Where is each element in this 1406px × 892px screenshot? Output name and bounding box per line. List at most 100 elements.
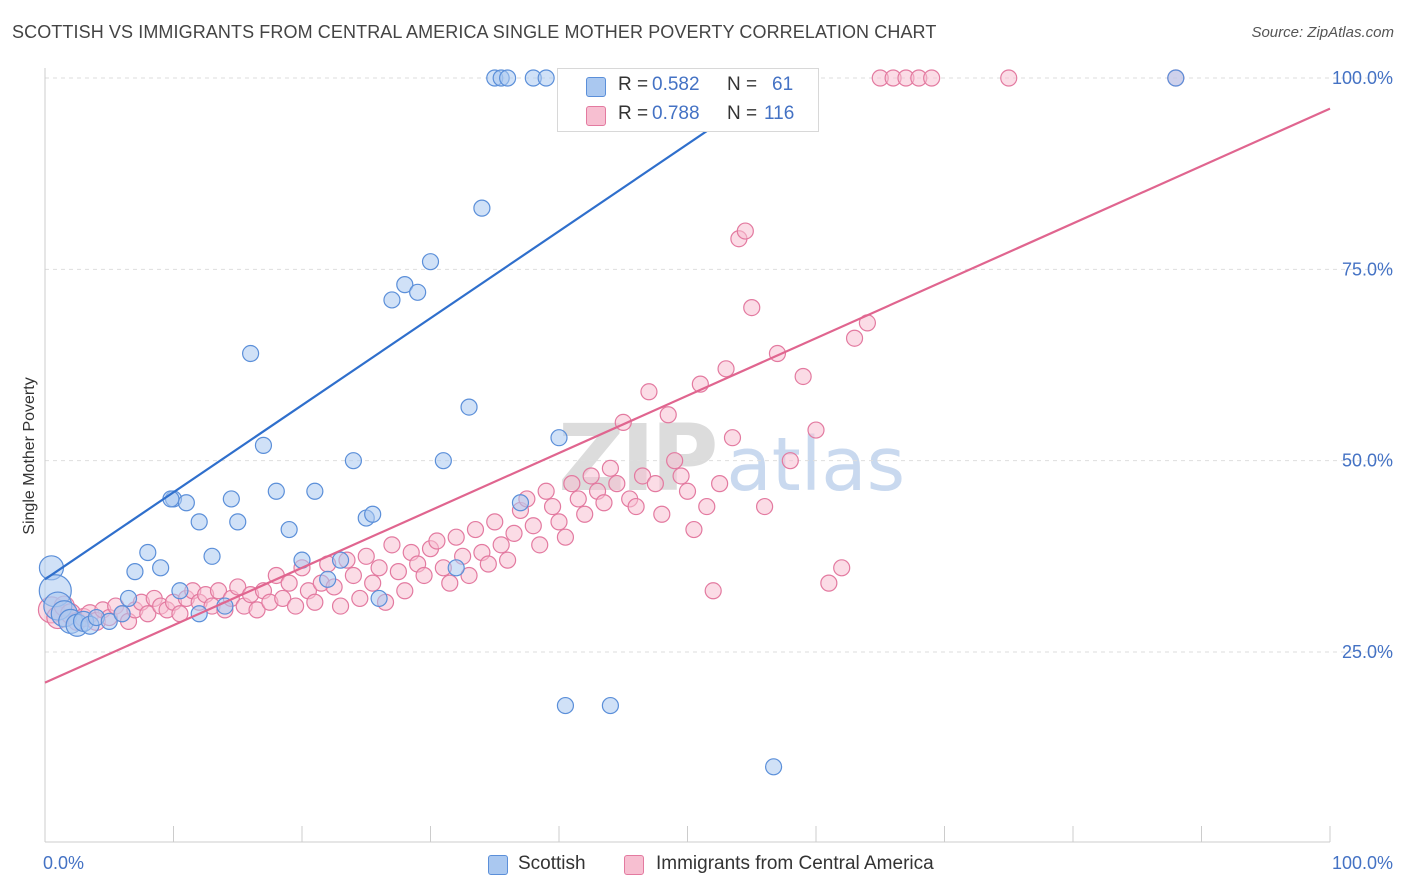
- point-immigrants: [595, 494, 613, 512]
- point-scottish: [364, 505, 382, 523]
- point-immigrants: [460, 566, 478, 585]
- point-immigrants: [833, 559, 851, 577]
- point-scottish: [409, 283, 427, 301]
- point-immigrants: [248, 601, 266, 619]
- point-scottish: [254, 436, 273, 454]
- point-scottish: [396, 276, 414, 294]
- series-scottish-points: [38, 69, 1185, 776]
- y-tick-label: 100.0%: [1332, 68, 1393, 88]
- point-scottish: [319, 570, 337, 588]
- point-scottish: [556, 696, 575, 715]
- point-immigrants: [486, 513, 504, 531]
- point-immigrants: [653, 505, 671, 523]
- point-immigrants: [396, 582, 414, 600]
- point-scottish: [499, 69, 517, 87]
- bottom-legend-label-immigrants: Immigrants from Central America: [656, 853, 934, 874]
- point-scottish: [119, 589, 138, 608]
- trend-line-immigrants: [44, 107, 1331, 684]
- point-immigrants: [351, 589, 369, 608]
- point-immigrants: [537, 482, 555, 500]
- point-immigrants: [274, 589, 292, 608]
- point-immigrants: [531, 536, 549, 554]
- point-immigrants: [550, 513, 568, 531]
- point-immigrants: [229, 578, 247, 596]
- point-immigrants: [601, 459, 620, 477]
- point-immigrants: [678, 482, 697, 500]
- point-immigrants: [389, 563, 407, 581]
- point-immigrants: [755, 497, 774, 516]
- source-label: Source: ZipAtlas.com: [1251, 24, 1394, 41]
- point-scottish: [370, 589, 388, 608]
- point-immigrants: [524, 517, 542, 535]
- point-scottish: [434, 452, 452, 470]
- point-immigrants: [704, 582, 722, 600]
- point-immigrants: [723, 429, 742, 447]
- y-tick-label: 25.0%: [1342, 642, 1393, 662]
- point-immigrants: [466, 520, 485, 539]
- legend-r-value: 0.582: [652, 74, 700, 95]
- point-immigrants: [923, 69, 941, 87]
- point-scottish: [152, 559, 170, 577]
- point-immigrants: [698, 497, 716, 516]
- point-scottish: [537, 69, 555, 87]
- trend-line-scottish: [44, 77, 786, 581]
- point-immigrants: [505, 524, 523, 542]
- point-immigrants: [286, 597, 305, 615]
- point-immigrants: [370, 559, 388, 577]
- point-immigrants: [608, 475, 626, 493]
- legend-r-label: R =: [618, 74, 649, 95]
- point-immigrants: [569, 490, 587, 508]
- point-immigrants: [582, 467, 600, 485]
- point-immigrants: [717, 360, 735, 378]
- point-scottish: [171, 582, 189, 600]
- point-immigrants: [428, 532, 446, 550]
- legend-n-label: N =: [727, 103, 758, 124]
- point-immigrants: [357, 547, 375, 565]
- point-immigrants: [209, 582, 228, 600]
- point-scottish: [344, 452, 362, 470]
- series-immigrants-points: [37, 69, 1185, 631]
- point-immigrants: [627, 497, 645, 516]
- point-immigrants: [685, 520, 703, 539]
- point-immigrants: [383, 536, 401, 554]
- point-immigrants: [447, 528, 465, 546]
- legend-swatch-immigrants: [586, 106, 606, 126]
- bottom-legend-label-scottish: Scottish: [518, 853, 586, 874]
- point-scottish: [306, 482, 324, 500]
- point-immigrants: [441, 574, 459, 592]
- point-scottish: [473, 199, 491, 217]
- point-scottish: [280, 520, 298, 539]
- point-immigrants: [492, 536, 510, 554]
- point-immigrants: [331, 597, 350, 615]
- point-scottish: [203, 547, 221, 565]
- x-tick-label: 100.0%: [1332, 853, 1393, 873]
- point-scottish: [460, 398, 478, 416]
- point-immigrants: [646, 475, 664, 493]
- legend-n-value: 61: [772, 74, 794, 95]
- point-immigrants: [659, 406, 677, 424]
- bottom-legend-swatch-scottish: [488, 855, 508, 875]
- y-axis-label: Single Mother Poverty: [21, 377, 38, 534]
- point-immigrants: [640, 383, 658, 401]
- bottom-legend-swatch-immigrants: [624, 855, 644, 875]
- legend-row-immigrants: R = 0.788 N = 116: [558, 100, 818, 130]
- point-immigrants: [280, 574, 298, 592]
- point-immigrants: [306, 593, 324, 611]
- point-immigrants: [736, 222, 754, 240]
- point-scottish: [100, 612, 118, 630]
- point-scottish: [267, 482, 285, 500]
- point-scottish: [229, 513, 247, 531]
- point-scottish: [550, 429, 568, 447]
- point-scottish: [242, 344, 260, 363]
- axes: [44, 68, 1331, 843]
- y-tick-label: 75.0%: [1342, 259, 1393, 279]
- point-immigrants: [781, 452, 799, 470]
- point-immigrants: [364, 574, 382, 592]
- point-immigrants: [499, 551, 517, 569]
- legend-n-label: N =: [727, 74, 758, 95]
- legend-r-value: 0.788: [652, 103, 700, 124]
- point-scottish: [139, 543, 157, 562]
- tick-labels: 25.0% 50.0% 75.0% 100.0% 0.0% 100.0%: [43, 68, 1393, 873]
- point-scottish: [1167, 69, 1185, 87]
